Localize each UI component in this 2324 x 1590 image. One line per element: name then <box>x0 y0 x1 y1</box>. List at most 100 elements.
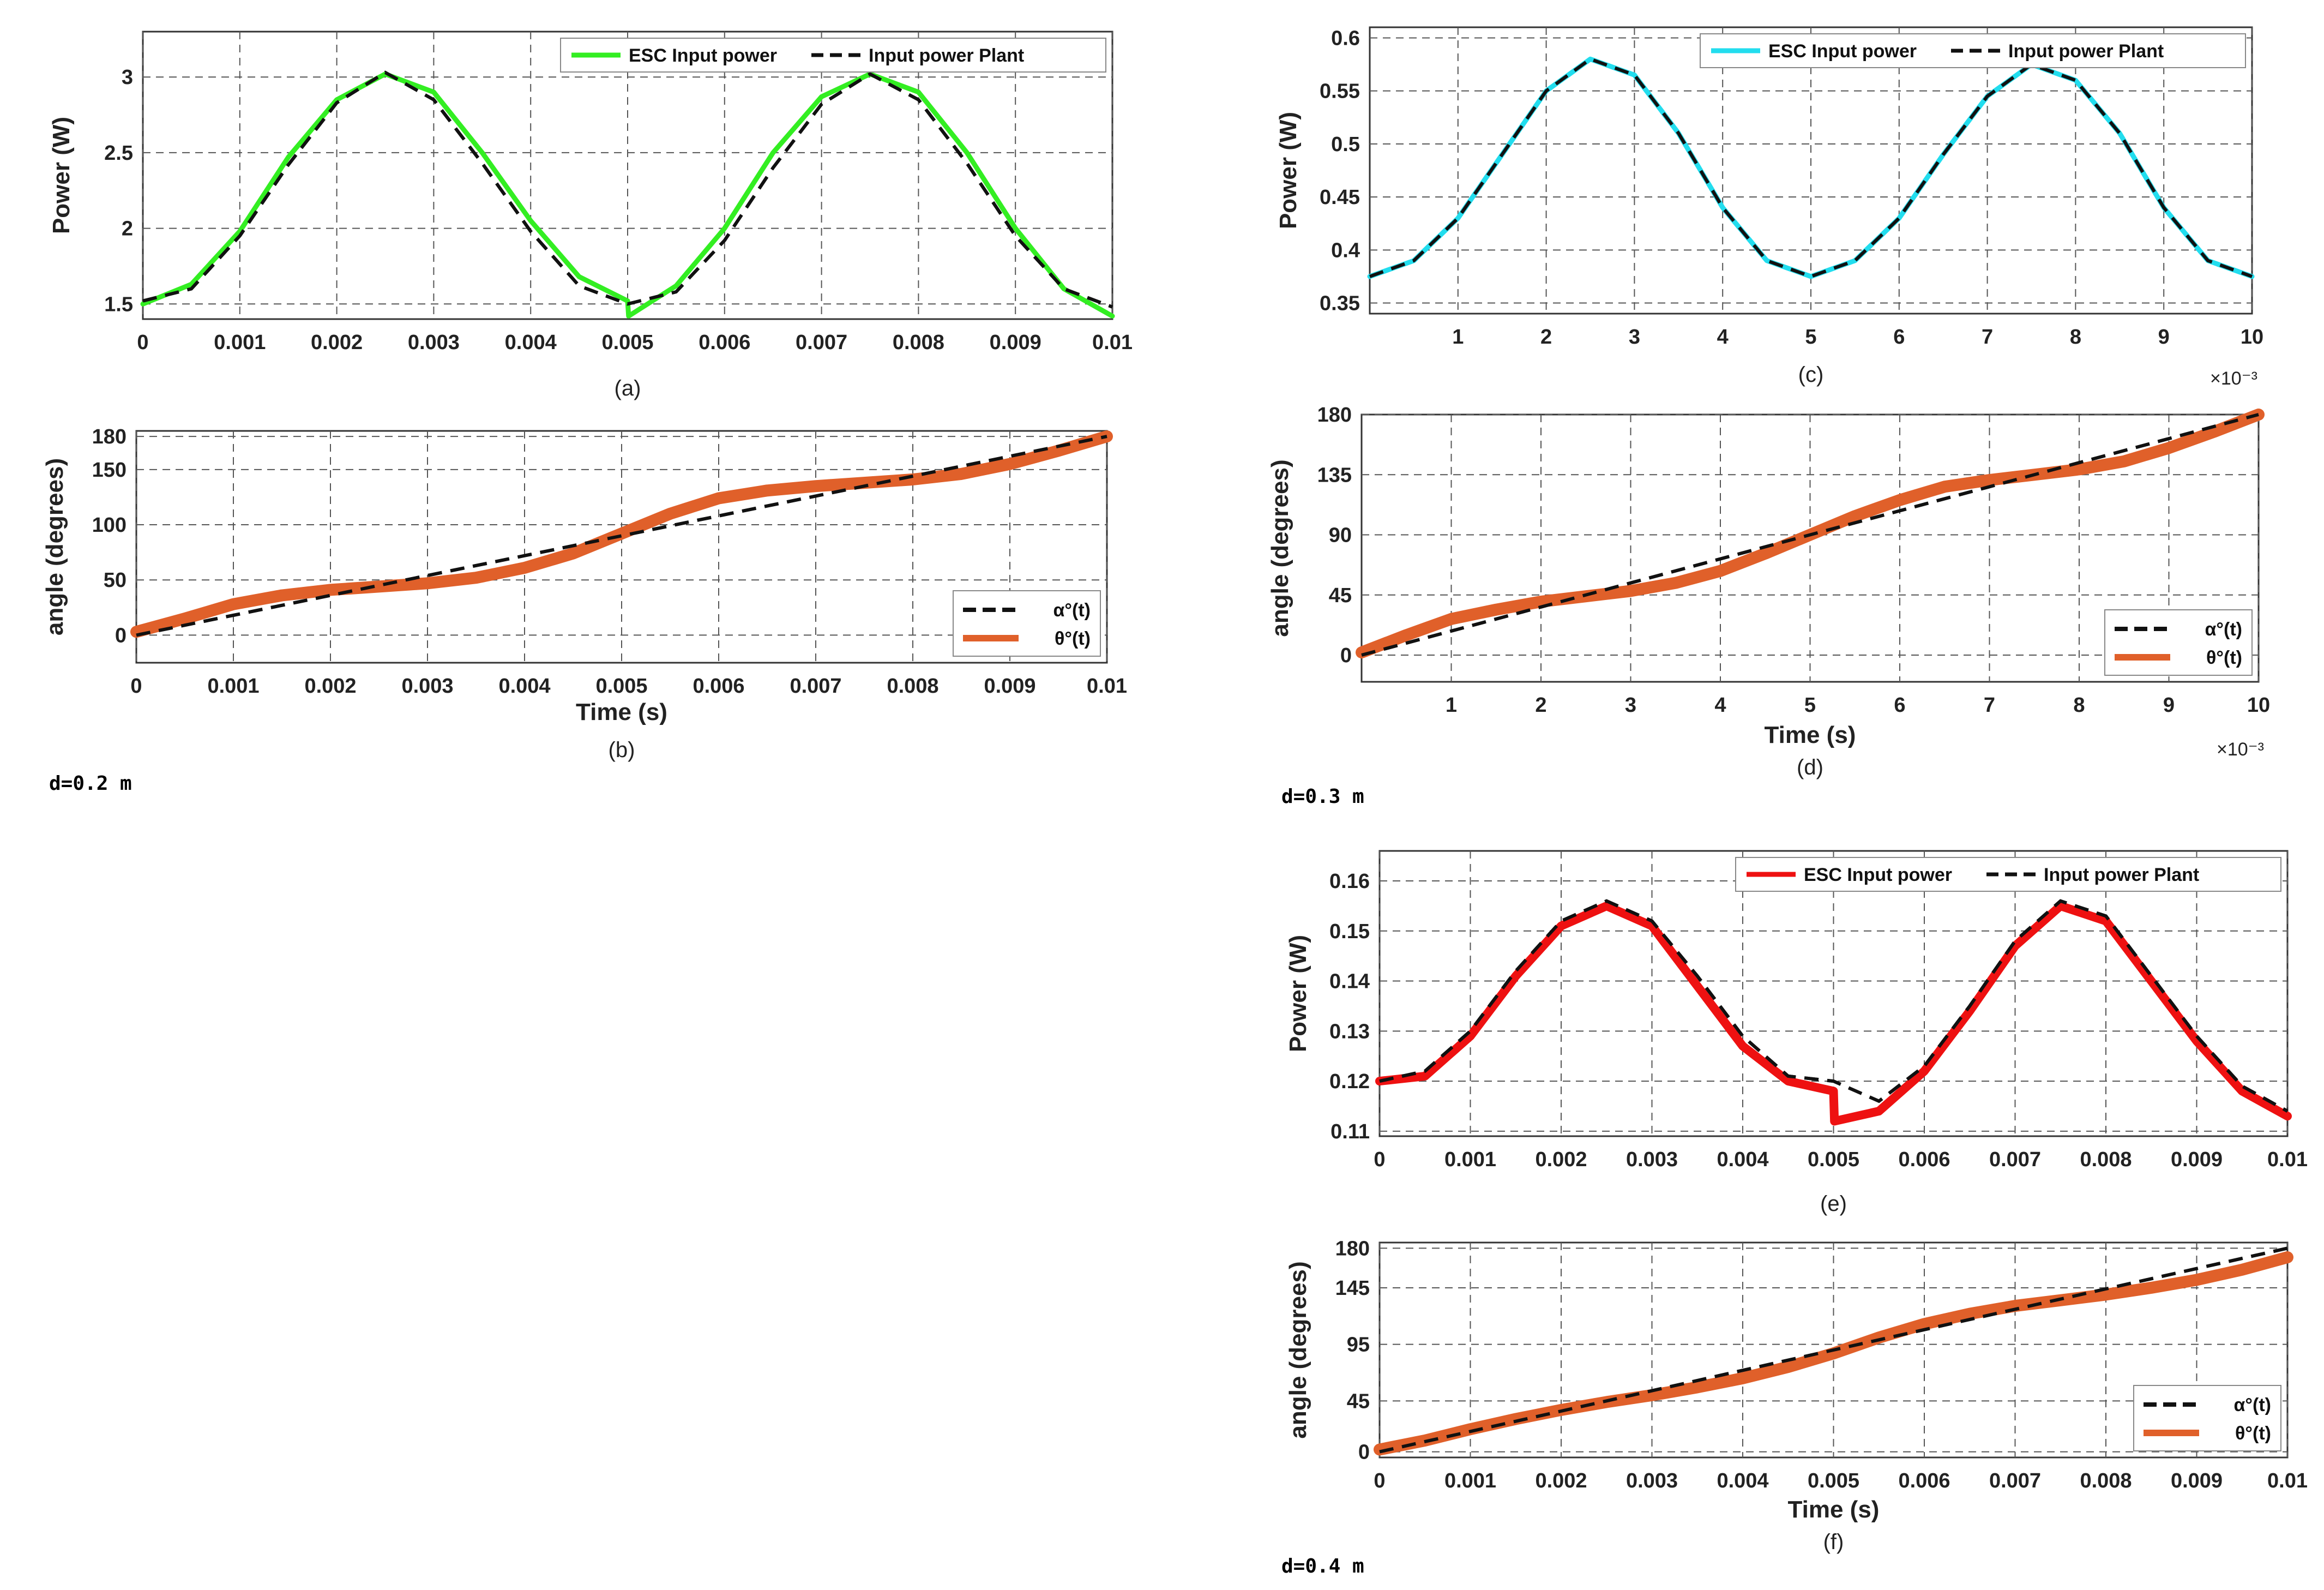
y-tick-label: 180 <box>92 425 127 448</box>
legend-label: θ°(t) <box>2206 647 2242 668</box>
x-tick-label: 1 <box>1446 694 1457 717</box>
series-line-measured <box>1374 1251 2293 1456</box>
x-tick-label: 0.009 <box>984 675 1035 698</box>
y-tick-label: 145 <box>1335 1277 1370 1300</box>
chart-caption: (f) <box>1823 1530 1844 1554</box>
x-tick-label: 9 <box>2158 326 2170 349</box>
legend-box <box>2104 609 2253 676</box>
x-tick-label: 0.009 <box>990 331 1041 354</box>
y-tick-label: 180 <box>1317 404 1352 427</box>
x-tick-label: 0 <box>1374 1148 1385 1171</box>
y-tick-label: 0.13 <box>1329 1020 1370 1043</box>
legend-label: α°(t) <box>2234 1395 2271 1415</box>
series-line-reference-overlay <box>1361 413 2259 657</box>
chart-b: 0 0.001 0.002 0.003 0.004 0.005 0.006 0.007 0.00… <box>41 425 1127 762</box>
x-tick-label: 0.01 <box>1092 331 1133 354</box>
x-axis-label: Time (s) <box>1788 1496 1880 1523</box>
x-tick-label: 0.01 <box>2267 1469 2308 1492</box>
x-tick-label: 0.005 <box>595 675 647 698</box>
x-tick-label: 0.003 <box>1626 1469 1678 1492</box>
x-tick-label: 7 <box>1982 326 1993 349</box>
legend-label: ESC Input power <box>629 45 777 66</box>
legend-label: α°(t) <box>2205 619 2242 640</box>
x-tick-label: 0.007 <box>1989 1469 2041 1492</box>
y-tick-label: 0.15 <box>1329 920 1370 943</box>
y-tick-label: 150 <box>92 459 127 482</box>
x-tick-label: 6 <box>1894 694 1905 717</box>
x-tick-label: 0.006 <box>1898 1148 1950 1171</box>
chart-e: 0 0.001 0.002 0.003 0.004 0.005 0.006 0.007 0.00… <box>1285 850 2308 1216</box>
legend-label: θ°(t) <box>2235 1423 2271 1444</box>
y-axis-label: Power (W) <box>1285 935 1311 1052</box>
y-tick-label: 50 <box>104 569 127 592</box>
y-tick-label: 0.6 <box>1331 27 1360 50</box>
series-line-reference-overlay <box>1379 899 2289 1113</box>
x-tick-label: 10 <box>2247 694 2270 717</box>
x-tick-label: 0.004 <box>1717 1469 1768 1492</box>
x-tick-label: 5 <box>1805 326 1816 349</box>
x-tick-label: 4 <box>1714 694 1726 717</box>
legend-box <box>2133 1385 2281 1451</box>
x-tick-label: 0.001 <box>1444 1469 1496 1492</box>
x-tick-label: 0.006 <box>693 675 744 698</box>
series-line-measured <box>140 71 1115 319</box>
chart-caption: (e) <box>1820 1192 1847 1216</box>
x-tick-label: 0.005 <box>601 331 653 354</box>
x-tick-label: 0.004 <box>498 675 550 698</box>
y-tick-label: 2.5 <box>104 142 133 165</box>
x-axis-label: Time (s) <box>576 699 667 725</box>
y-axis-label: angle (degrees) <box>1285 1261 1311 1438</box>
legend-label: Input power Plant <box>2044 865 2199 885</box>
x-tick-label: 0.008 <box>2080 1148 2132 1171</box>
series-line-reference-overlay <box>1379 1246 2288 1454</box>
x-tick-label: 0.003 <box>1626 1148 1678 1171</box>
legend-label: Input power Plant <box>2008 41 2164 62</box>
y-tick-label: 0.12 <box>1329 1070 1370 1093</box>
x-tick-label: 4 <box>1717 326 1729 349</box>
x-tick-label: 0.01 <box>2267 1148 2308 1171</box>
x-tick-label: 0.005 <box>1808 1469 1859 1492</box>
x-tick-label: 0.005 <box>1808 1148 1859 1171</box>
y-tick-label: 1.5 <box>104 293 133 316</box>
legend-b: α°(t) θ°(t) <box>953 590 1101 657</box>
series-line-measured <box>1375 901 2292 1126</box>
y-tick-label: 0 <box>1358 1441 1370 1464</box>
y-tick-label: 90 <box>1329 524 1352 547</box>
chart-caption: (d) <box>1797 755 1823 779</box>
y-tick-label: 180 <box>1335 1237 1370 1260</box>
x-tick-label: 0 <box>1374 1469 1385 1492</box>
x-tick-label: 7 <box>1984 694 1995 717</box>
y-tick-label: 0.11 <box>1330 1120 1370 1143</box>
legend-f: α°(t) θ°(t) <box>2133 1385 2281 1451</box>
x-tick-label: 0.008 <box>887 675 938 698</box>
charts-layer: 0 0.001 0.002 0.003 0.004 0.005 0.006 0.007 0.00… <box>41 26 2308 1554</box>
x-tick-label: 0.006 <box>1898 1469 1950 1492</box>
series-line-reference-overlay <box>142 70 1113 309</box>
y-tick-label: 45 <box>1329 584 1352 607</box>
series-line-reference-overlay <box>136 435 1107 637</box>
y-tick-label: 0.5 <box>1331 133 1360 156</box>
x-tick-label: 0.004 <box>1717 1148 1768 1171</box>
x-tick-label: 0.004 <box>505 331 557 354</box>
chart-caption: (b) <box>609 738 635 762</box>
series-line-reference-overlay <box>1369 57 2253 279</box>
y-tick-label: 0 <box>1340 644 1352 667</box>
y-tick-label: 3 <box>122 66 133 89</box>
x-tick-label: 0.008 <box>2080 1469 2132 1492</box>
x-tick-label: 0 <box>130 675 142 698</box>
x-tick-label: 1 <box>1452 326 1464 349</box>
chart-a: 0 0.001 0.002 0.003 0.004 0.005 0.006 0.007 0.00… <box>48 31 1133 400</box>
legend-label: Input power Plant <box>869 45 1024 66</box>
y-tick-label: 2 <box>122 218 133 241</box>
x-tick-label: 3 <box>1625 694 1636 717</box>
d-label-0.2: d=0.2 m <box>49 772 132 795</box>
x-tick-label: 0.001 <box>214 331 266 354</box>
x-tick-label: 0.009 <box>2171 1469 2223 1492</box>
x-tick-label: 2 <box>1535 694 1546 717</box>
legend-c: ESC Input power Input power Plant <box>1700 33 2246 68</box>
chart-caption: (c) <box>1798 363 1824 387</box>
legend-e: ESC Input power Input power Plant <box>1735 857 2281 892</box>
x-multiplier-label: ×10⁻³ <box>2210 368 2257 389</box>
x-tick-label: 3 <box>1629 326 1640 349</box>
